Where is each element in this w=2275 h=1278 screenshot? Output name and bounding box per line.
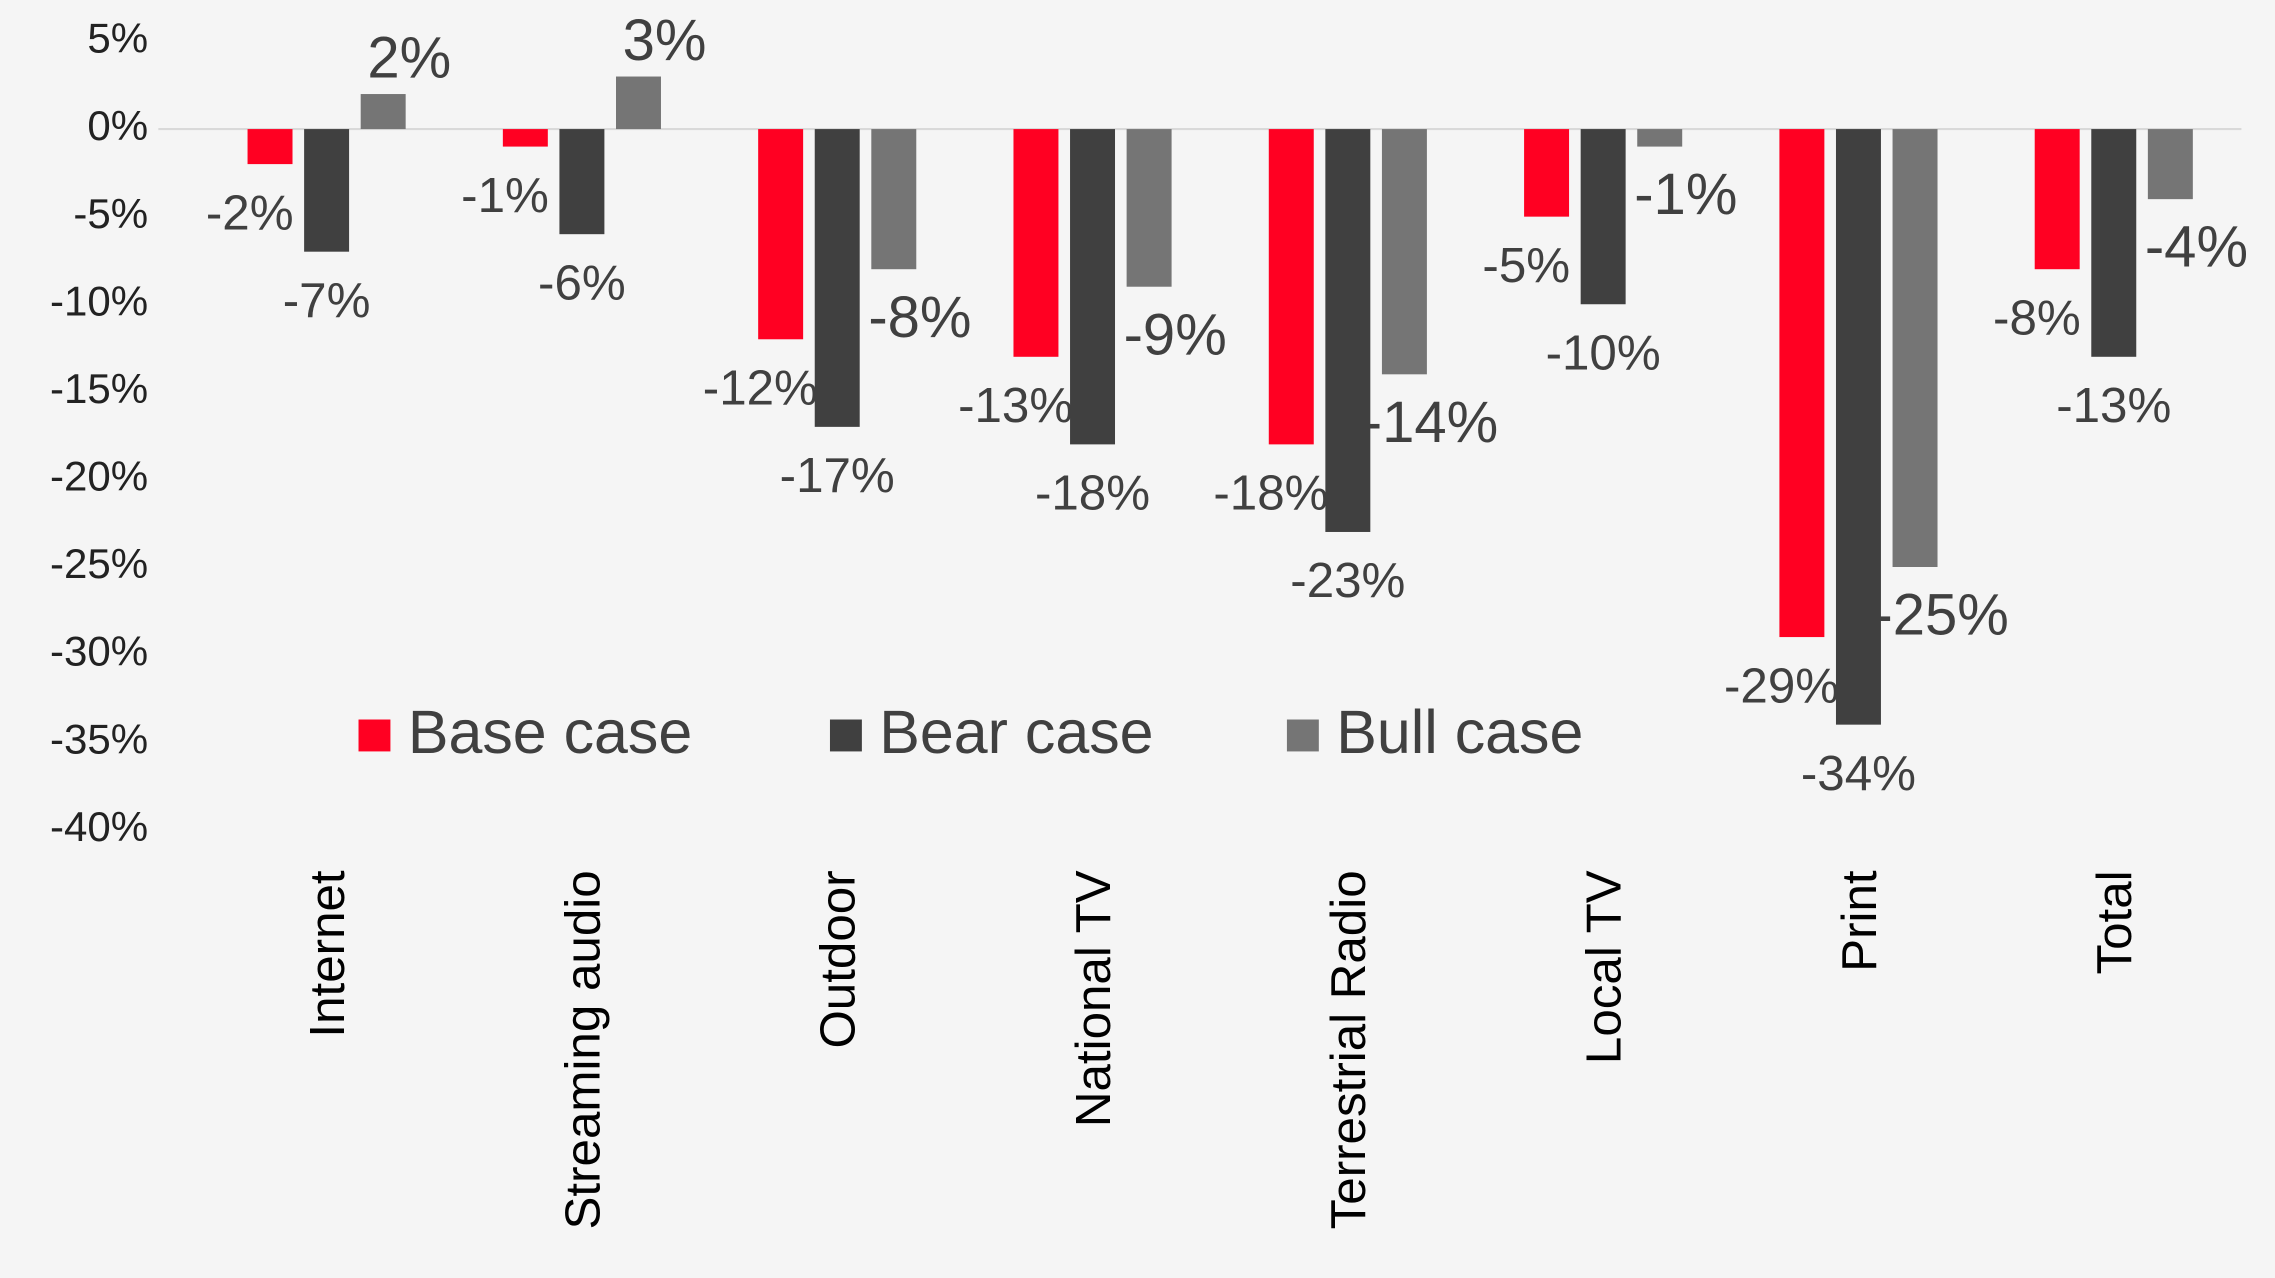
bar [1580,129,1626,305]
bar [616,76,661,130]
y-tick-label: -15% [50,365,148,412]
value-label: -29% [1724,658,1839,713]
bar [1835,129,1881,725]
value-label: -1% [1634,162,1737,227]
legend-swatch [1286,719,1319,752]
x-tick-label: Local TV [1577,870,1632,1064]
bar [1892,129,1938,568]
value-label: -7% [283,273,371,328]
value-label: -10% [1546,325,1661,380]
bar [871,129,917,270]
y-tick-label: -20% [50,453,148,500]
y-tick-label: -40% [50,803,148,850]
x-tick-label: Outdoor [811,870,866,1048]
bar [247,129,293,165]
bar [2147,129,2193,200]
bar [814,129,860,427]
y-tick-label: 5% [87,15,148,62]
x-tick-label: National TV [1066,870,1121,1127]
bar [758,129,804,340]
bar [1637,129,1683,147]
y-tick-label: -35% [50,715,148,762]
value-label: -14% [1363,390,1498,455]
bar [2091,129,2137,357]
bar [1325,129,1371,532]
bar [1779,129,1825,638]
y-tick-label: -25% [50,540,148,587]
legend-label: Bull case [1336,698,1583,766]
value-label: -34% [1801,746,1916,801]
x-tick-label: Total [2087,870,2142,974]
legend-label: Bear case [879,698,1153,766]
bar [1013,129,1059,357]
legend-swatch [358,719,391,752]
value-label: -25% [1873,583,2008,648]
value-label: -8% [868,285,971,350]
bar [502,129,548,147]
value-label: -18% [1213,466,1328,521]
bar [1268,129,1314,445]
bar [1524,129,1570,217]
value-label: -13% [958,378,1073,433]
y-tick-label: -30% [50,628,148,675]
x-tick-label: Streaming audio [555,870,610,1229]
value-label: -2% [206,185,294,240]
bar [559,129,605,235]
bar [360,94,406,130]
bar [1126,129,1172,287]
value-label: -1% [461,168,549,223]
value-label: -5% [1482,238,1570,293]
bar [1381,129,1427,375]
x-tick-label: Terrestrial Radio [1321,870,1376,1229]
value-label: -4% [2145,215,2248,280]
value-label: -18% [1035,466,1150,521]
value-label: -13% [2056,378,2171,433]
legend-label: Base case [408,698,692,766]
value-label: -8% [1993,290,2081,345]
y-tick-label: -10% [50,277,148,324]
value-label: 2% [367,25,451,90]
x-tick-label: Print [1832,870,1887,972]
bar [1070,129,1116,445]
y-tick-label: -5% [73,190,148,237]
x-tick-label: Internet [300,870,355,1038]
bar [304,129,350,252]
legend-swatch [829,719,862,752]
value-label: -23% [1290,553,1405,608]
bar [2034,129,2080,270]
value-label: -6% [538,255,626,310]
value-label: 3% [623,8,707,73]
value-label: -9% [1124,302,1227,367]
value-label: -17% [780,448,895,503]
value-label: -12% [703,361,818,416]
y-tick-label: 0% [87,102,148,149]
